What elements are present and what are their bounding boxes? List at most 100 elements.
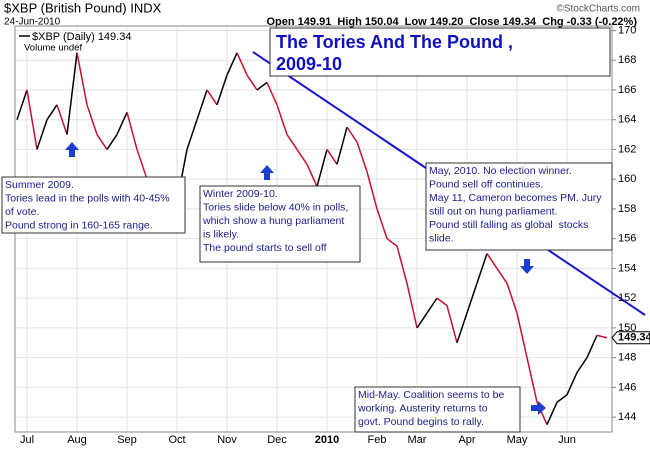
price-segment <box>226 52 238 76</box>
price-segment <box>566 372 578 396</box>
price-segment <box>16 89 28 120</box>
y-tick-label: 148 <box>618 352 636 364</box>
annotation-text: working. Austerity returns to <box>357 402 488 414</box>
price-segment <box>26 89 38 150</box>
price-segment <box>206 89 218 106</box>
price-segment <box>276 104 288 135</box>
arrow-up <box>260 165 274 180</box>
price-segment <box>126 112 138 150</box>
annotation-text: Tories slide below 40% in polls, <box>203 201 348 213</box>
x-tick-label: Sep <box>117 434 137 446</box>
price-segment <box>236 52 248 76</box>
price-segment <box>386 238 398 247</box>
symbol: $XBP (British Pound) INDX <box>4 0 162 15</box>
price-segment <box>456 312 468 344</box>
price-segment <box>476 253 488 284</box>
x-tick-label: Jun <box>558 434 576 446</box>
y-tick-label: 156 <box>618 233 636 245</box>
annotation-text: govt. Pound begins to rally. <box>358 416 484 428</box>
price-segment <box>436 297 448 307</box>
annotation-text: Summer 2009. <box>5 179 74 191</box>
x-tick-label: Nov <box>217 434 237 446</box>
annotation-text: The pound starts to sell off <box>203 242 327 254</box>
quote: Open 149.91 High 150.04 Low 149.20 Close… <box>267 16 638 28</box>
annotation-text: May, 2010. No election winner. <box>429 165 572 177</box>
x-tick-label: Dec <box>267 434 287 446</box>
price-segment <box>96 134 108 150</box>
price-segment <box>36 119 48 150</box>
price-segment <box>86 104 98 135</box>
price-segment <box>136 149 148 180</box>
x-tick-label: Jul <box>20 434 34 446</box>
x-tick-label: 2010 <box>315 434 339 446</box>
price-segment <box>366 171 378 210</box>
price-segment <box>596 334 608 339</box>
volume-label: Volume undef <box>24 43 82 54</box>
price-segment <box>306 164 318 187</box>
x-tick-label: Apr <box>458 434 475 446</box>
price-segment <box>46 104 58 121</box>
price-segment <box>196 89 208 120</box>
price-segment <box>336 126 348 165</box>
title: The Tories And The Pound , <box>276 32 513 52</box>
x-tick-label: Mar <box>408 434 427 446</box>
credit: ©StockCharts.com <box>556 4 640 15</box>
y-tick-label: 150 <box>618 322 636 334</box>
y-tick-label: 144 <box>618 411 636 423</box>
annotation-text: Pound sell off continues. <box>429 178 543 190</box>
y-tick-label: 154 <box>618 262 636 274</box>
annotation-text: still out on hung parliament. <box>429 205 557 217</box>
annotation-text: May 11, Cameron becomes PM. Jury <box>429 192 602 204</box>
annotation-text: which show a hung parliament <box>202 215 344 227</box>
arrow-up <box>65 142 79 157</box>
price-segment <box>286 134 298 150</box>
x-tick-label: May <box>507 434 528 446</box>
price-segment <box>326 149 338 165</box>
price-segment <box>186 119 198 150</box>
price-segment <box>426 297 438 314</box>
annotation-text: of vote. <box>5 206 39 218</box>
annotation-box <box>425 162 613 251</box>
x-tick-label: Oct <box>168 434 185 446</box>
arrow-down <box>520 259 534 274</box>
annotation-text: Pound strong in 160-165 range. <box>5 219 153 231</box>
price-segment <box>586 335 598 358</box>
annotation-box <box>1 176 186 234</box>
price-segment <box>216 74 228 106</box>
y-tick-label: 164 <box>618 114 636 126</box>
y-tick-label: 162 <box>618 143 636 155</box>
x-tick-label: Feb <box>368 434 387 446</box>
annotation-box <box>354 386 521 433</box>
price-segment <box>406 283 418 329</box>
arrow-right <box>531 401 546 415</box>
price-segment <box>466 283 478 314</box>
annotation-text: Pound still falling as global stocks <box>429 219 588 231</box>
date: 24-Jun-2010 <box>4 17 61 28</box>
price-segment <box>576 357 588 373</box>
last-value-marker <box>611 331 650 345</box>
price-segment <box>316 149 328 187</box>
price-segment <box>346 126 358 143</box>
last-value-label: 149.34 <box>618 332 650 344</box>
arrows <box>65 142 546 415</box>
price-segment <box>246 74 258 91</box>
legend: $XBP (Daily) 149.34 <box>32 31 131 43</box>
price-segment <box>266 82 278 106</box>
y-tick-label: 168 <box>618 54 636 66</box>
x-tick-label: Aug <box>67 434 87 446</box>
price-segment <box>446 305 458 343</box>
annotation-text: Winter 2009-10. <box>203 188 278 200</box>
y-tick-label: 146 <box>618 381 636 393</box>
annotation-text: slide. <box>429 232 454 244</box>
price-segment <box>486 253 498 269</box>
y-tick-label: 166 <box>618 84 636 96</box>
price-segment <box>396 245 408 284</box>
price-segment <box>526 357 538 403</box>
price-segment <box>376 208 388 239</box>
price-segment <box>516 312 528 358</box>
price-segment <box>56 104 68 135</box>
price-segment <box>496 267 508 284</box>
y-tick-label: 152 <box>618 292 636 304</box>
price-segment <box>556 394 568 403</box>
